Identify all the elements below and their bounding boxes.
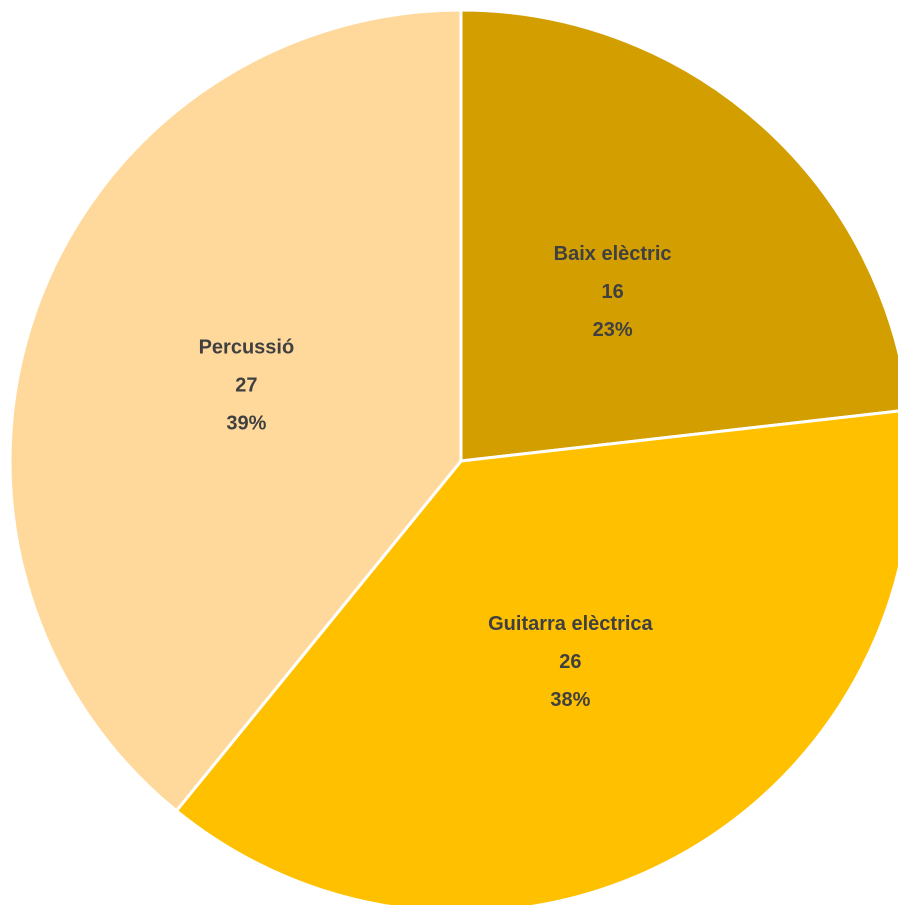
pie-slice-0: [459, 8, 898, 463]
pie-label-name-2: Percussió: [199, 337, 295, 359]
pie-label-value-1: 26: [559, 651, 581, 673]
pie-slice-2: [8, 8, 463, 813]
pie-label-name-0: Baix elèctric: [554, 243, 672, 265]
pie-label-percent-1: 38%: [550, 689, 590, 711]
pie-slices: [8, 8, 898, 905]
pie-label-value-0: 16: [601, 281, 623, 303]
pie-label-percent-2: 39%: [226, 413, 266, 435]
pie-slice-1: [174, 409, 898, 905]
pie-label-name-1: Guitarra elèctrica: [488, 613, 653, 635]
pie-label-value-2: 27: [235, 375, 257, 397]
pie-label-percent-0: 23%: [593, 319, 633, 341]
pie-labels: Baix elèctric 16 23% Guitarra elèctrica 26 38…: [199, 243, 672, 711]
